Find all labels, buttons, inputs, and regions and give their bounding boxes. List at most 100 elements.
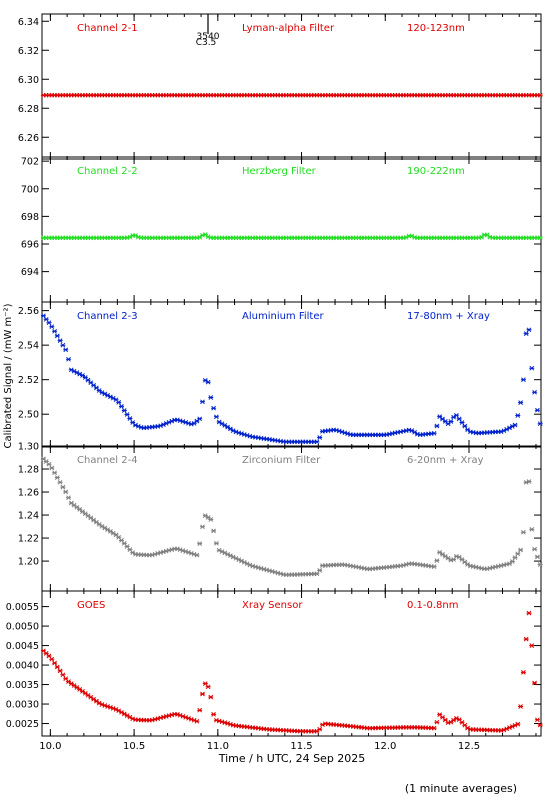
data-point (200, 691, 205, 697)
y-tick-label: 1.28 (18, 465, 39, 476)
data-point (54, 333, 60, 339)
data-point (537, 92, 543, 98)
band-label: 120-123nm (407, 23, 465, 34)
data-point (121, 408, 127, 413)
data-point (317, 568, 323, 573)
data-point (85, 692, 91, 698)
flare-marker: 3540 C3.5 (196, 14, 220, 48)
data-point (57, 479, 63, 485)
data-point (537, 722, 543, 728)
data-point (314, 571, 320, 577)
data-point (202, 377, 208, 383)
panel-3: 2.50 2.52 2.54 2.56 Channel 2-3 Aluminium Fil… (18, 301, 543, 448)
y-tick-label: 0.0040 (6, 661, 39, 672)
x-tick-label: 10.0 (39, 741, 61, 752)
data-point (96, 521, 102, 527)
flare-class-label: C3.5 (196, 38, 217, 48)
panels-layer: 6.26 6.28 6.30 6.32 6.34 Channel 2-1 Lyman-alp… (6, 13, 543, 752)
data-point (197, 541, 203, 546)
y-tick-label: 6.26 (18, 133, 39, 144)
data-point (515, 413, 521, 418)
data-point (451, 414, 457, 420)
data-point (124, 412, 130, 417)
data-point (314, 439, 320, 445)
data-point (80, 689, 85, 694)
y-tick-label: 6.30 (18, 75, 39, 86)
data-point (459, 420, 465, 425)
data-point (317, 435, 323, 440)
data-point (518, 704, 524, 709)
y-tick-label: 1.22 (18, 534, 39, 545)
data-point (520, 670, 526, 675)
data-point (431, 725, 437, 731)
data-point (57, 668, 63, 674)
data-point (442, 553, 448, 559)
data-point (537, 235, 543, 241)
data-point (127, 416, 133, 421)
data-point (74, 685, 80, 690)
filter-label: Herzberg Filter (242, 166, 317, 177)
y-tick-label: 0.0035 (6, 680, 39, 691)
data-point (200, 524, 205, 530)
panel-frame (41, 445, 542, 592)
data-point (434, 558, 440, 563)
y-tick-label: 2.54 (18, 341, 39, 352)
data-series (40, 313, 543, 445)
y-tick-label: 0.0055 (6, 602, 39, 613)
data-point (437, 550, 443, 555)
data-point (211, 528, 217, 534)
y-tick-label: 0.0030 (6, 700, 39, 711)
data-point (532, 680, 538, 686)
data-point (431, 430, 437, 436)
panel-2: 694 696 698 700 702 Channel 2-2 Herzberg Filte… (21, 156, 543, 303)
y-tick-label: 6.34 (18, 17, 39, 28)
data-point (431, 564, 437, 569)
data-point (57, 338, 63, 343)
data-point (202, 513, 208, 518)
channel-label: GOES (77, 600, 105, 611)
data-point (518, 400, 524, 405)
panel-frame (41, 13, 542, 160)
data-point (456, 416, 462, 422)
data-point (451, 557, 457, 562)
data-point (93, 698, 99, 704)
data-point (523, 636, 529, 642)
data-point (515, 551, 521, 557)
data-point (520, 529, 526, 535)
y-tick-label: 696 (21, 240, 39, 251)
data-point (43, 316, 49, 322)
data-point (208, 694, 214, 700)
data-point (208, 517, 214, 522)
data-point (194, 552, 200, 558)
data-point (462, 423, 468, 429)
data-point (445, 555, 451, 561)
data-point (202, 681, 208, 686)
data-point (63, 489, 69, 495)
y-tick-label: 6.28 (18, 104, 39, 115)
x-axis-label: Time / h UTC, 24 Sep 2025 (218, 752, 366, 765)
data-point (520, 377, 526, 383)
y-axis-label: Calibrated Signal / (mW m⁻²) (3, 303, 14, 448)
channel-label: Channel 2-3 (77, 311, 138, 322)
channel-label: Channel 2-2 (77, 166, 138, 177)
data-point (66, 356, 71, 362)
panel-1: 6.26 6.28 6.30 6.32 6.34 Channel 2-1 Lyman-alp… (18, 13, 543, 160)
data-point (54, 664, 60, 670)
data-point (440, 552, 445, 557)
data-point (46, 653, 52, 659)
data-point (200, 399, 205, 405)
footnote: (1 minute averages) (405, 782, 517, 795)
panel-frame (41, 301, 542, 448)
data-point (534, 717, 540, 723)
data-point (512, 555, 518, 560)
y-tick-label: 1.26 (18, 488, 39, 499)
data-point (205, 379, 211, 385)
band-label: 0.1-0.8nm (407, 600, 459, 611)
data-point (523, 331, 529, 336)
data-point (529, 527, 535, 532)
panel-frame (41, 156, 542, 303)
band-label: 190-222nm (407, 166, 465, 177)
data-point (434, 423, 440, 429)
y-tick-label: 0.0050 (6, 622, 39, 633)
data-point (40, 313, 46, 319)
